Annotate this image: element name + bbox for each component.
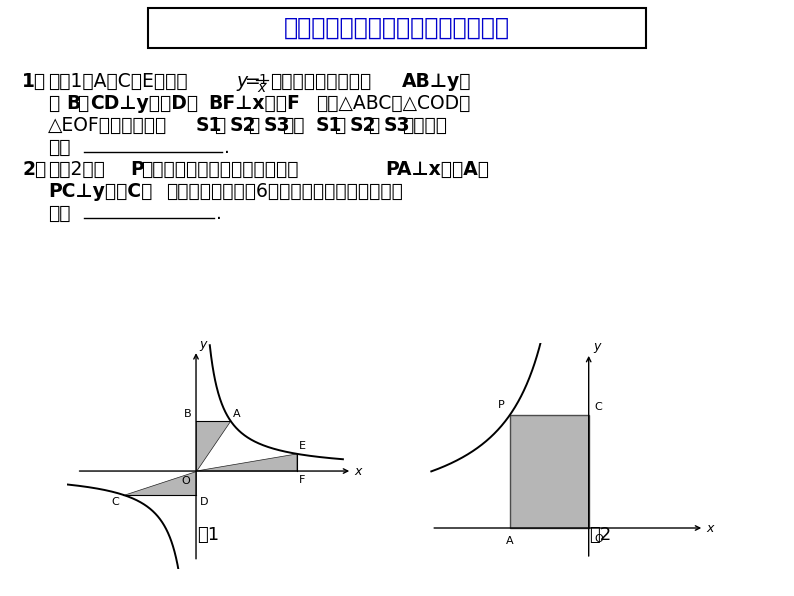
Text: ，则: ，则 [282, 116, 305, 135]
Text: E: E [299, 441, 306, 451]
Text: 、: 、 [368, 116, 380, 135]
Text: 1．: 1． [22, 72, 46, 91]
Text: 的大小关: 的大小关 [402, 116, 447, 135]
Text: P: P [130, 160, 144, 179]
Text: S1: S1 [316, 116, 342, 135]
Text: S3: S3 [264, 116, 291, 135]
Text: .: . [216, 204, 222, 223]
Text: AB⊥y轴: AB⊥y轴 [402, 72, 472, 91]
Text: 、: 、 [214, 116, 225, 135]
Text: 式为: 式为 [48, 204, 71, 223]
Text: 系为: 系为 [48, 138, 71, 157]
Text: 、: 、 [248, 116, 260, 135]
Text: △EOF的面积分别为: △EOF的面积分别为 [48, 116, 168, 135]
Text: 如图1，A、C、E是函数: 如图1，A、C、E是函数 [48, 72, 187, 91]
Text: B: B [66, 94, 80, 113]
Text: 若阴影部分面积为6，则这个反比例函数的解析: 若阴影部分面积为6，则这个反比例函数的解析 [166, 182, 403, 201]
Polygon shape [196, 421, 230, 471]
Text: 是反比例函数图象上的一点，作: 是反比例函数图象上的一点，作 [141, 160, 299, 179]
Text: 图1: 图1 [197, 526, 219, 544]
Text: PC⊥y轴于C，: PC⊥y轴于C， [48, 182, 152, 201]
Text: =: = [245, 72, 260, 91]
Polygon shape [196, 454, 297, 471]
Polygon shape [122, 471, 196, 495]
Text: 、: 、 [334, 116, 345, 135]
Text: B: B [183, 409, 191, 419]
Text: F: F [299, 475, 306, 485]
Text: .: . [224, 138, 230, 157]
Text: S2: S2 [350, 116, 376, 135]
Text: 1: 1 [258, 73, 267, 87]
Text: A: A [233, 409, 241, 419]
Text: x: x [354, 464, 362, 477]
Text: 图2: 图2 [589, 526, 611, 544]
Text: S1: S1 [196, 116, 222, 135]
Text: 如图2，点: 如图2，点 [48, 160, 105, 179]
Text: y: y [200, 339, 207, 352]
Text: C: C [111, 496, 119, 507]
Text: A: A [507, 536, 514, 546]
Text: PA⊥x轴于A，: PA⊥x轴于A， [385, 160, 489, 179]
Text: S2: S2 [230, 116, 256, 135]
Text: 于: 于 [48, 94, 60, 113]
Text: x: x [707, 522, 714, 535]
Text: BF⊥x轴于F: BF⊥x轴于F [208, 94, 300, 113]
Text: x: x [257, 81, 265, 95]
Text: y: y [236, 72, 247, 91]
Text: C: C [594, 402, 602, 412]
Text: CD⊥y轴于D，: CD⊥y轴于D， [90, 94, 198, 113]
Text: 2．: 2． [22, 160, 46, 179]
Text: ，: ， [77, 94, 88, 113]
Text: D: D [200, 496, 208, 507]
Text: O: O [594, 534, 603, 544]
Text: 图像上任意三点，作: 图像上任意三点，作 [270, 72, 372, 91]
Text: P: P [498, 399, 505, 409]
Text: S3: S3 [384, 116, 410, 135]
Bar [148, 8, 646, 48]
Text: O: O [182, 476, 191, 486]
Text: 不经一番寒彻骨，哪有梅花扑鼻香！: 不经一番寒彻骨，哪有梅花扑鼻香！ [284, 16, 510, 40]
Text: y: y [593, 340, 600, 353]
Text: 。记△ABC、△COD、: 。记△ABC、△COD、 [316, 94, 470, 113]
Polygon shape [510, 415, 588, 528]
